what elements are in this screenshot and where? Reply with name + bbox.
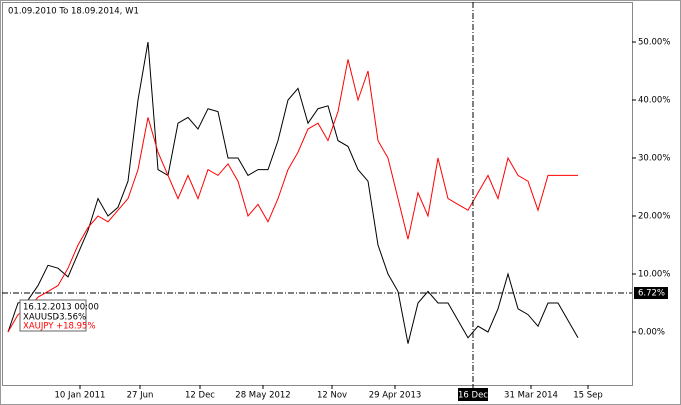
y-tick-label: 40.00%	[638, 96, 670, 106]
info-series-value: +18.95%	[56, 322, 96, 332]
x-tick-label: 27 Jun	[127, 391, 154, 401]
y-tick-label: 20.00%	[638, 212, 670, 222]
x-tick-label: 12 Nov	[317, 391, 347, 401]
x-tick-label: 31 Mar 2014	[504, 391, 558, 401]
x-tick-label: 12 Dec	[185, 391, 215, 401]
chart-title: 01.09.2010 To 18.09.2014, W1	[8, 7, 139, 17]
x-crosshair-box	[458, 388, 488, 401]
x-tick-label: 16 Dec	[458, 391, 488, 401]
y-tick-label: 50.00%	[638, 38, 670, 48]
info-series-name: XAUJPY	[23, 322, 54, 332]
line-series	[7, 59, 578, 333]
x-tick-label: 29 Apr 2013	[369, 391, 422, 401]
crosshair-value-label: 6.72%	[638, 289, 665, 299]
crosshair-value-box	[634, 287, 668, 300]
x-tick-label: 15 Sep	[573, 391, 603, 401]
plot-area	[2, 2, 633, 386]
y-tick-label: 30.00%	[638, 154, 670, 164]
y-tick-label: 0.00%	[638, 327, 665, 337]
x-tick-label: 10 Jan 2011	[55, 391, 106, 401]
y-tick-label: 10.00%	[638, 269, 670, 279]
info-series-value: -3.56%	[56, 313, 86, 323]
line-series	[7, 41, 579, 344]
info-box	[19, 299, 87, 332]
info-date: 16.12.2013 00:00	[23, 303, 99, 313]
x-tick-label: 28 May 2012	[235, 391, 290, 401]
info-series-name: XAUUSD	[23, 313, 59, 323]
